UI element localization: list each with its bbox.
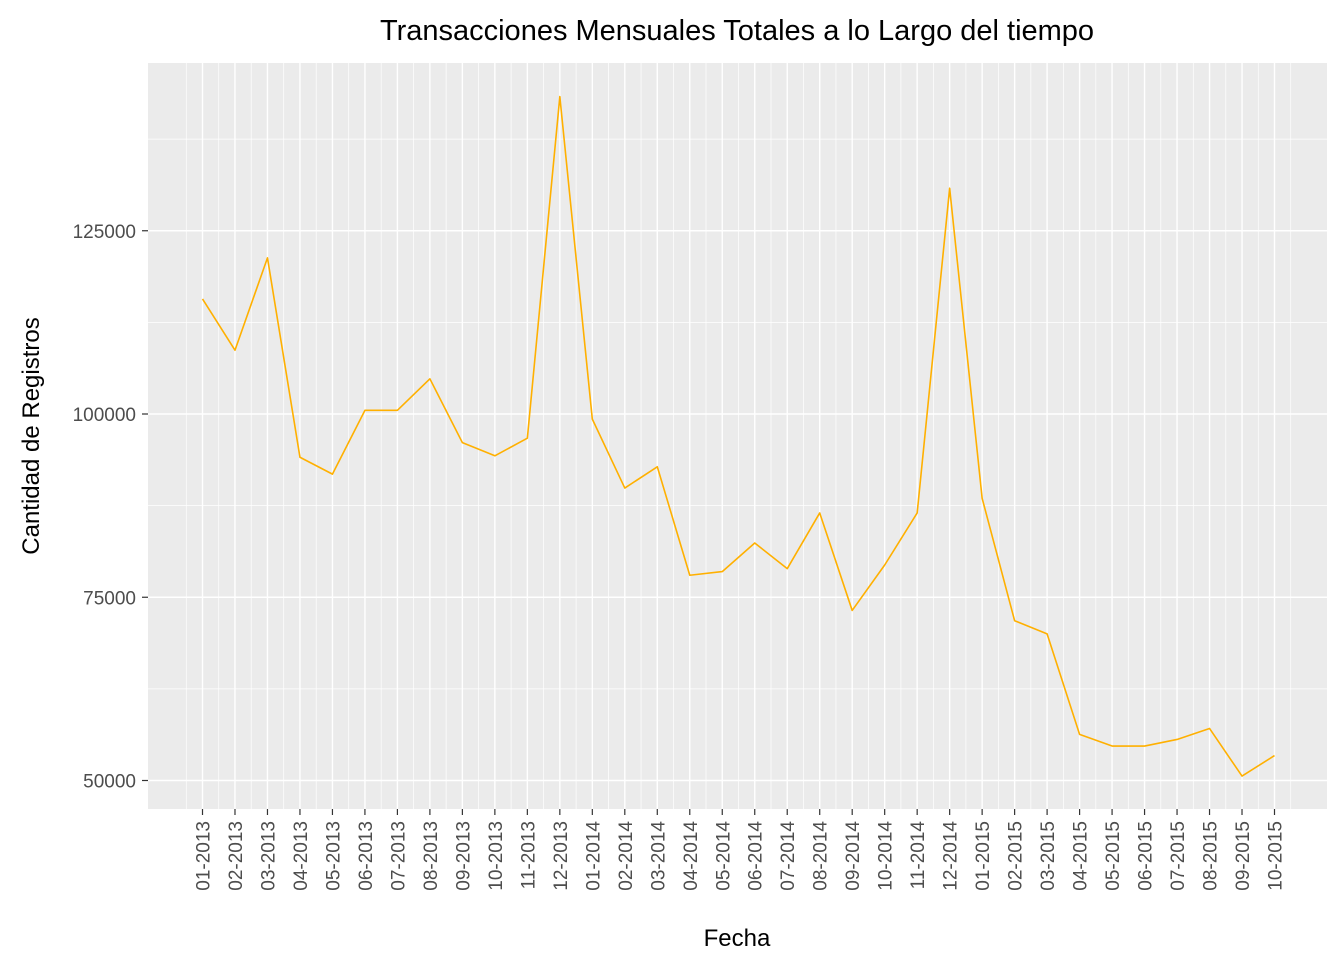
series-line [201, 95, 1275, 777]
x-axis: 01-2013 02-2013 03-2013 04-2013 05-2013 06-20… [194, 809, 1287, 891]
x-tick-label: 03-2013 [258, 821, 279, 891]
x-tick-label: 02-2015 [1006, 821, 1027, 891]
x-tick-label: 11-2014 [908, 821, 929, 890]
x-tick-label: 11-2013 [518, 821, 539, 889]
x-tick-label: 07-2013 [388, 821, 409, 891]
x-axis-title: Fecha [704, 925, 771, 952]
x-tick-label: 04-2015 [1071, 821, 1092, 891]
x-tick-label: 01-2015 [973, 821, 994, 891]
chart-title: Transacciones Mensuales Totales a lo Lar… [380, 15, 1094, 47]
major-gridlines [148, 63, 1327, 809]
x-tick-label: 10-2015 [1266, 821, 1287, 891]
minor-gridlines [148, 63, 1327, 809]
x-tick-label: 02-2014 [616, 821, 637, 891]
y-tick-label: 75000 [83, 588, 136, 609]
x-tick-label: 06-2015 [1136, 821, 1157, 891]
plot-panel [148, 63, 1327, 809]
x-tick-label: 06-2014 [746, 821, 767, 891]
y-tick-label: 100000 [73, 405, 136, 426]
x-tick-label: 05-2013 [323, 821, 344, 891]
x-tick-label: 04-2013 [291, 821, 312, 891]
x-tick-label: 10-2013 [486, 821, 507, 891]
x-tick-label: 05-2014 [713, 821, 734, 891]
x-tick-label: 05-2015 [1103, 821, 1124, 891]
x-tick-label: 04-2014 [681, 821, 702, 891]
x-tick-label: 03-2014 [648, 821, 669, 891]
x-tick-label: 08-2015 [1201, 821, 1222, 891]
x-tick-label: 07-2015 [1168, 821, 1189, 891]
x-tick-label: 01-2014 [583, 821, 604, 891]
y-axis: 50000 75000 100000 125000 [73, 222, 148, 793]
x-tick-label: 12-2014 [941, 821, 962, 891]
x-tick-label: 03-2015 [1038, 821, 1059, 891]
x-tick-label: 08-2014 [811, 821, 832, 891]
x-tick-label: 12-2013 [551, 821, 572, 891]
x-tick-label: 09-2013 [453, 821, 474, 891]
x-tick-label: 06-2013 [356, 821, 377, 891]
y-axis-title: Cantidad de Registros [18, 317, 45, 554]
x-tick-label: 02-2013 [226, 821, 247, 891]
x-tick-label: 07-2014 [778, 821, 799, 891]
series-group [201, 95, 1275, 777]
x-tick-label: 01-2013 [194, 821, 215, 891]
y-tick-label: 125000 [73, 222, 136, 243]
x-tick-label: 09-2015 [1233, 821, 1254, 891]
x-tick-label: 08-2013 [421, 821, 442, 891]
x-tick-label: 09-2014 [843, 821, 864, 891]
x-tick-label: 10-2014 [876, 821, 897, 891]
y-tick-label: 50000 [83, 772, 136, 793]
